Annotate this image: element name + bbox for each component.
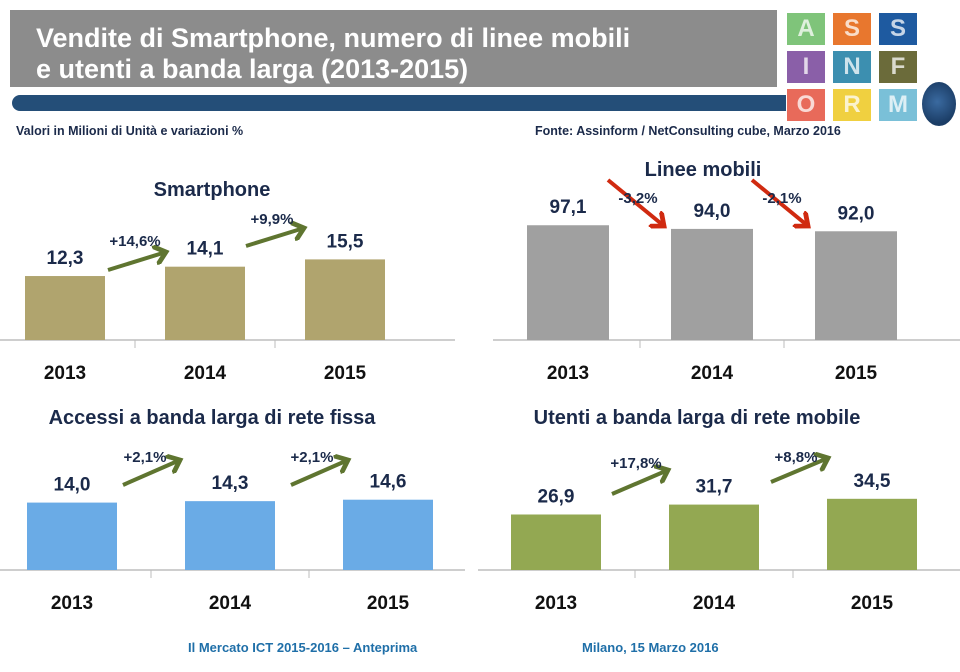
- change-label: +2,1%: [291, 449, 334, 466]
- bar-2014: [185, 501, 275, 570]
- chart-title: Linee mobili: [645, 159, 762, 181]
- bar-2015: [305, 259, 385, 340]
- logo-tile: S: [878, 12, 918, 46]
- year-label: 2015: [367, 593, 410, 614]
- year-label: 2014: [184, 363, 227, 384]
- bar-2015: [343, 499, 433, 570]
- bar-2013: [25, 276, 105, 340]
- change-label: +9,9%: [251, 211, 294, 228]
- footer-right: Milano, 15 Marzo 2016: [582, 640, 719, 655]
- header-rule: [12, 95, 797, 111]
- change-arrow: [107, 252, 166, 272]
- change-arrow: [122, 460, 180, 487]
- year-label: 2015: [324, 363, 367, 384]
- logo-tile: M: [878, 88, 918, 122]
- change-label: +17,8%: [610, 455, 661, 472]
- change-arrow: [770, 458, 828, 484]
- change-arrow: [606, 178, 664, 226]
- change-label: +2,1%: [124, 449, 167, 466]
- change-arrow: [290, 460, 348, 487]
- value-label: 14,3: [212, 473, 249, 494]
- value-label: 14,0: [54, 475, 91, 496]
- logo-tile: F: [878, 50, 918, 84]
- bar-2013: [27, 502, 117, 570]
- year-label: 2015: [835, 363, 878, 384]
- change-arrow: [750, 178, 808, 226]
- change-arrow: [245, 228, 304, 248]
- value-label: 92,0: [838, 203, 875, 224]
- value-label: 31,7: [696, 477, 733, 498]
- change-label: -2,1%: [762, 190, 801, 207]
- bar-2013: [511, 514, 601, 570]
- source-note: Fonte: Assinform / NetConsulting cube, M…: [535, 124, 841, 138]
- year-label: 2015: [851, 593, 894, 614]
- value-label: 14,1: [187, 239, 224, 260]
- year-label: 2013: [535, 593, 577, 614]
- value-label: 12,3: [47, 248, 84, 269]
- change-label: +14,6%: [109, 233, 160, 250]
- logo-tile: A: [786, 12, 826, 46]
- year-label: 2014: [691, 363, 734, 384]
- value-label: 94,0: [694, 201, 731, 222]
- logo-tile: O: [786, 88, 826, 122]
- chart-title: Accessi a banda larga di rete fissa: [49, 407, 377, 429]
- year-label: 2014: [209, 593, 252, 614]
- bar-2015: [815, 231, 897, 340]
- chart-title: Utenti a banda larga di rete mobile: [534, 407, 861, 429]
- value-label: 14,6: [370, 472, 407, 493]
- title-box: Vendite di Smartphone, numero di linee m…: [10, 10, 777, 87]
- value-label: 15,5: [327, 231, 364, 252]
- logo-tile: R: [832, 88, 872, 122]
- footer-left: Il Mercato ICT 2015-2016 – Anteprima: [188, 640, 418, 655]
- change-label: +8,8%: [775, 449, 818, 466]
- logo-tile: S: [832, 12, 872, 46]
- value-label: 26,9: [538, 486, 575, 507]
- year-label: 2013: [547, 363, 589, 384]
- year-label: 2014: [693, 593, 736, 614]
- page-title: Vendite di Smartphone, numero di linee m…: [36, 23, 776, 85]
- title-line-2: e utenti a banda larga (2013-2015): [36, 54, 469, 84]
- year-label: 2013: [44, 363, 86, 384]
- change-arrow: [611, 470, 668, 496]
- chart-title: Smartphone: [154, 179, 271, 201]
- title-line-1: Vendite di Smartphone, numero di linee m…: [36, 23, 631, 53]
- change-label: -3,2%: [618, 190, 657, 207]
- year-label: 2013: [51, 593, 93, 614]
- logo-tile: N: [832, 50, 872, 84]
- units-note: Valori in Milioni di Unità e variazioni …: [16, 124, 244, 138]
- value-label: 34,5: [854, 471, 891, 492]
- logo-tile: I: [786, 50, 826, 84]
- bar-2014: [165, 266, 245, 340]
- bar-2015: [827, 498, 917, 570]
- bar-2014: [669, 504, 759, 570]
- value-label: 97,1: [550, 197, 587, 218]
- logo-disk: [922, 82, 956, 126]
- bar-2013: [527, 225, 609, 340]
- bar-2014: [671, 228, 753, 340]
